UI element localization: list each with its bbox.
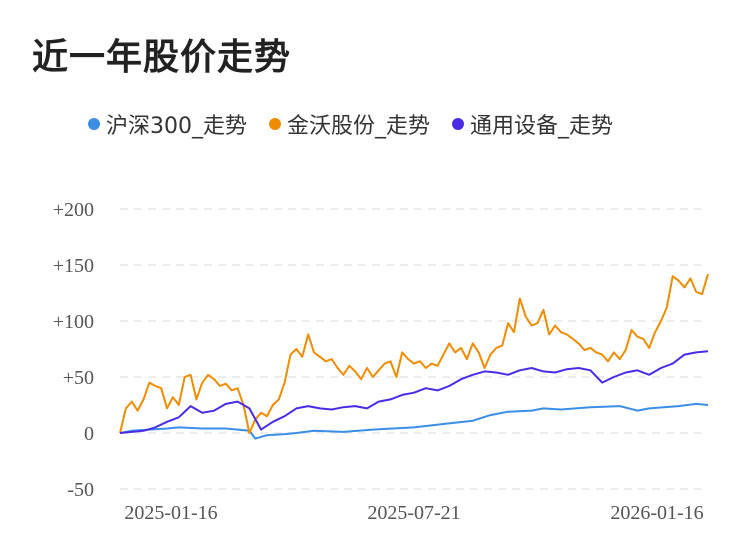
legend-dot-jinwo (269, 118, 281, 130)
legend-label-general-equipment: 通用设备_走势 (470, 114, 614, 139)
legend-dot-general-equipment (452, 118, 465, 130)
legend-dot-hs300 (88, 118, 100, 130)
y-tick-label: 0 (84, 423, 94, 445)
grid-lines (120, 208, 708, 490)
legend-item-general-equipment[interactable]: 通用设备_走势 (452, 108, 613, 140)
legend-label-jinwo: 金沃股份_走势 (287, 114, 431, 139)
y-tick-label: -50 (67, 479, 94, 501)
series-line-0[interactable] (119, 402, 709, 440)
x-tick-label: 2025-07-21 (367, 502, 460, 524)
chart-legend: 沪深300_走势 金沃股份_走势 通用设备_走势 (88, 108, 613, 140)
x-tick-label: 2025-01-16 (124, 502, 217, 524)
chart-title: 近一年股价走势 (32, 37, 292, 78)
y-tick-label: +200 (53, 199, 94, 221)
legend-item-jinwo[interactable]: 金沃股份_走势 (269, 108, 430, 140)
legend-label-hs300: 沪深300_走势 (106, 114, 247, 139)
series-line-2[interactable] (119, 350, 709, 434)
series-line-1[interactable] (119, 273, 709, 434)
legend-item-hs300[interactable]: 沪深300_走势 (88, 108, 247, 140)
x-axis-ticks: 2025-01-16 2025-07-21 2026-01-16 (124, 502, 703, 524)
series-lines (119, 273, 709, 440)
y-tick-label: +50 (63, 367, 94, 389)
y-tick-label: +100 (53, 311, 94, 333)
y-tick-label: +150 (53, 255, 94, 277)
y-axis-ticks: +200 +150 +100 +50 0 -50 (53, 199, 94, 501)
x-tick-label: 2026-01-16 (610, 502, 703, 524)
